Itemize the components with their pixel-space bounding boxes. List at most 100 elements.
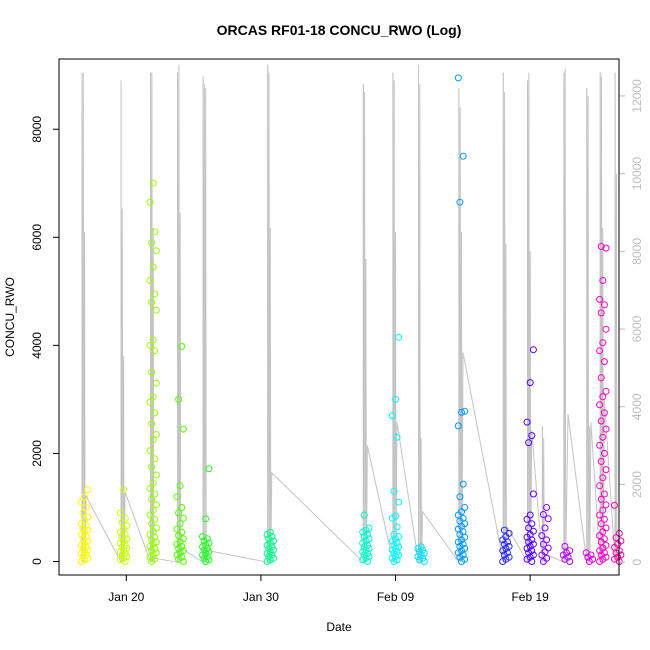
y-tick-label: 0 (30, 558, 44, 565)
data-point (81, 493, 89, 501)
data-point (597, 495, 605, 503)
data-point (600, 409, 608, 417)
data-point (602, 325, 610, 333)
data-point (152, 501, 160, 509)
data-point (543, 536, 551, 544)
data-point (395, 333, 403, 341)
data-point (146, 447, 154, 455)
data-point (597, 309, 605, 317)
data-point (529, 346, 537, 354)
data-point (82, 504, 90, 511)
data-point (390, 487, 398, 495)
data-point (84, 554, 92, 562)
data-point (525, 439, 533, 447)
data-point (600, 449, 608, 457)
data-point (596, 482, 604, 490)
data-point (596, 441, 604, 449)
data-point (152, 524, 160, 532)
x-tick-label: Jan 30 (243, 590, 279, 604)
data-point (461, 504, 469, 511)
data-point (146, 398, 154, 406)
data-point (456, 198, 464, 206)
data-point (151, 455, 159, 463)
data-point (600, 490, 608, 498)
data-point (360, 511, 368, 519)
data-point (602, 524, 610, 532)
data-point (602, 501, 610, 509)
data-point (458, 408, 465, 416)
data-point (121, 514, 129, 522)
data-point (152, 247, 160, 255)
y-tick-label: 6000 (30, 224, 44, 251)
data-point (596, 401, 604, 409)
data-point (543, 554, 551, 562)
right-y-tick-label: 10000 (630, 157, 644, 191)
data-point (152, 471, 160, 479)
data-point (173, 493, 181, 501)
data-point (179, 425, 187, 433)
data-point (459, 152, 467, 160)
data-point (529, 527, 537, 535)
data-point (148, 368, 156, 376)
data-point (146, 277, 154, 284)
data-point (146, 198, 154, 206)
data-point (151, 290, 159, 298)
data-point (149, 336, 157, 344)
data-point (148, 463, 156, 471)
data-point (417, 543, 425, 551)
data-point (395, 498, 403, 506)
data-point (205, 548, 213, 556)
data-point (602, 425, 610, 433)
data-point (178, 504, 186, 511)
data-point (123, 522, 131, 530)
y-tick-label: 4000 (30, 332, 44, 359)
data-point (538, 532, 546, 540)
data-point-layer (77, 74, 625, 565)
data-point (459, 480, 467, 488)
data-point (456, 493, 464, 501)
data-point (146, 511, 154, 519)
data-point (178, 342, 186, 350)
data-point (602, 387, 610, 395)
data-point (120, 486, 128, 494)
data-point (151, 515, 159, 523)
data-point (523, 418, 531, 426)
data-point (365, 524, 373, 532)
data-point (528, 520, 536, 528)
right-y-tick-label: 12000 (630, 79, 644, 113)
data-point (597, 374, 605, 382)
data-point (388, 412, 396, 420)
data-point (599, 339, 607, 347)
data-point (152, 431, 160, 438)
plot-frame (58, 58, 620, 576)
data-point (146, 485, 154, 492)
x-axis-title: Date (326, 620, 352, 634)
data-point (393, 433, 401, 441)
data-point (77, 498, 85, 506)
data-point (152, 306, 160, 314)
data-point (541, 524, 549, 532)
right-y-tick-label: 6000 (630, 315, 644, 342)
data-point (597, 417, 605, 425)
data-point (566, 547, 574, 555)
data-point (600, 301, 608, 309)
data-point (149, 179, 157, 187)
data-point (393, 556, 401, 564)
data-point (176, 520, 184, 528)
data-point (602, 541, 610, 549)
data-point (599, 433, 607, 441)
data-point (149, 263, 157, 271)
data-point (175, 509, 183, 517)
data-point (599, 277, 607, 284)
data-point (175, 395, 183, 403)
data-point (617, 537, 625, 545)
data-point (539, 511, 547, 518)
data-point (149, 506, 157, 514)
data-point (151, 490, 159, 498)
data-point (148, 239, 156, 247)
data-point (173, 525, 181, 533)
data-point (419, 554, 427, 562)
x-tick-label: Feb 09 (377, 590, 415, 604)
right-y-tick-label: 4000 (630, 393, 644, 420)
